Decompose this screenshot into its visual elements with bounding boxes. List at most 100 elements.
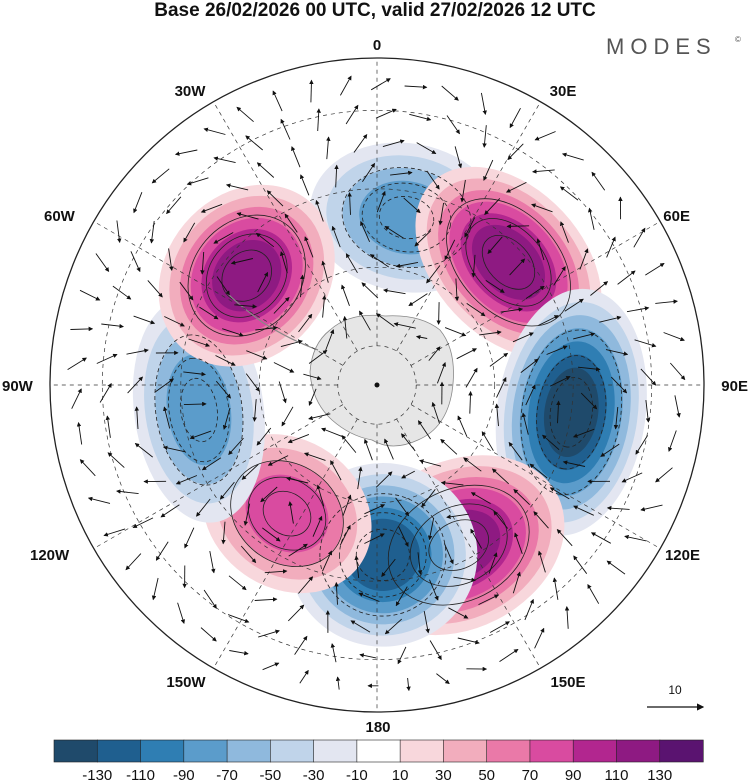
wind-arrow [164, 316, 185, 327]
wind-arrow [245, 373, 260, 392]
wind-arrow [471, 254, 476, 278]
wind-arrow [304, 236, 314, 258]
wind-arrow [255, 325, 278, 331]
wind-arrow [426, 170, 440, 190]
wind-arrow [655, 467, 673, 483]
wind-arrow [553, 266, 566, 286]
wind-arrow [591, 171, 606, 191]
wind-arrow [298, 576, 314, 594]
anomaly-field [132, 142, 647, 647]
colorbar-box [443, 739, 488, 763]
wind-arrow [590, 281, 609, 296]
wind-arrow [350, 620, 371, 633]
wind-arrow [454, 278, 460, 302]
wind-arrow [542, 434, 560, 451]
wind-arrow [524, 598, 534, 621]
wind-arrow [645, 400, 651, 423]
wind-arrow [357, 466, 363, 490]
wind-arrow [266, 190, 284, 207]
lon-label-150w: 150W [166, 674, 206, 691]
colorbar-box [356, 739, 401, 763]
lon-label-60w: 60W [44, 208, 76, 225]
wind-arrow [294, 635, 308, 655]
wind-arrow [414, 230, 432, 247]
wind-arrow [417, 552, 423, 575]
wind-arrow [280, 118, 291, 140]
wind-arrow [441, 85, 459, 101]
wind-arrow [105, 415, 111, 438]
wind-arrow [308, 413, 331, 421]
colorbar-tick-label: -50 [259, 767, 281, 783]
wind-arrow [209, 551, 216, 574]
contour-line [230, 460, 344, 567]
colorbar-box [226, 739, 271, 763]
wind-arrow [281, 406, 294, 427]
wind-arrow [254, 597, 278, 602]
wind-arrow [457, 637, 480, 645]
wind-arrow [359, 310, 371, 331]
contour-line [409, 503, 508, 587]
wind-arrow [552, 577, 559, 600]
wind-arrow [201, 457, 222, 471]
wind-arrow [331, 225, 341, 248]
wind-arrow [96, 353, 118, 364]
wind-arrow [364, 533, 385, 544]
wind-arrow [489, 352, 509, 367]
contour-line [361, 182, 452, 253]
wind-arrow [134, 406, 140, 430]
wind-arrow [177, 602, 186, 625]
wind-arrow [532, 169, 555, 174]
wind-arrow [621, 472, 643, 483]
longitude-labels: 0 30E 60E 90E 120E 150E 180 150W 120W 90… [2, 37, 748, 736]
wind-arrow [403, 197, 421, 214]
wind-arrow [255, 232, 275, 248]
lon-label-90w: 90W [2, 378, 34, 395]
wind-arrow [640, 368, 657, 386]
contour-line [205, 233, 288, 318]
wind-arrow [481, 431, 494, 451]
wind-arrow [393, 322, 416, 329]
lon-label-150e: 150E [550, 674, 585, 691]
wind-arrow [464, 217, 476, 238]
wind-arrow [536, 238, 545, 261]
colorbar-box [96, 739, 142, 763]
wind-arrow [321, 427, 343, 438]
wind-arrow [199, 306, 219, 320]
colorbar-tick-label: 90 [565, 767, 582, 783]
contour-line [179, 377, 218, 443]
wind-arrow [300, 274, 305, 298]
wind-arrow [482, 125, 487, 148]
wind-arrow [514, 532, 523, 554]
colorbar-box [270, 739, 315, 763]
wind-arrow [479, 330, 502, 336]
wind-arrow [499, 648, 519, 662]
lon-label-60e: 60E [663, 208, 690, 225]
lon-label-120w: 120W [30, 547, 70, 564]
wind-arrow [334, 164, 339, 188]
wind-arrow [370, 78, 391, 91]
wind-arrow [590, 532, 612, 544]
wind-arrow [426, 265, 441, 284]
wind-vectors [67, 75, 686, 692]
wind-arrow [227, 614, 250, 623]
wind-arrow [561, 152, 584, 161]
wind-arrow [236, 106, 254, 123]
colorbar: -130 -110 -90 -70 -50 -30 -10 10 30 50 70 90 110 130 [53, 739, 704, 783]
wind-arrow [559, 221, 569, 243]
contour-line [262, 490, 312, 537]
wind-arrow [315, 199, 324, 222]
wind-arrow [489, 621, 510, 633]
wind-arrow [375, 471, 393, 488]
wind-arrow [216, 276, 230, 296]
wind-arrow [183, 222, 196, 243]
contour-line [428, 519, 489, 571]
wind-arrow [525, 285, 545, 299]
wind-arrow [300, 174, 310, 196]
antarctica-shape [309, 314, 454, 447]
wind-arrow [382, 139, 405, 148]
wind-arrow [448, 607, 469, 619]
wind-arrow [465, 367, 478, 388]
wind-arrow [556, 400, 561, 424]
wind-arrow [493, 510, 509, 529]
wind-arrow [613, 406, 619, 430]
